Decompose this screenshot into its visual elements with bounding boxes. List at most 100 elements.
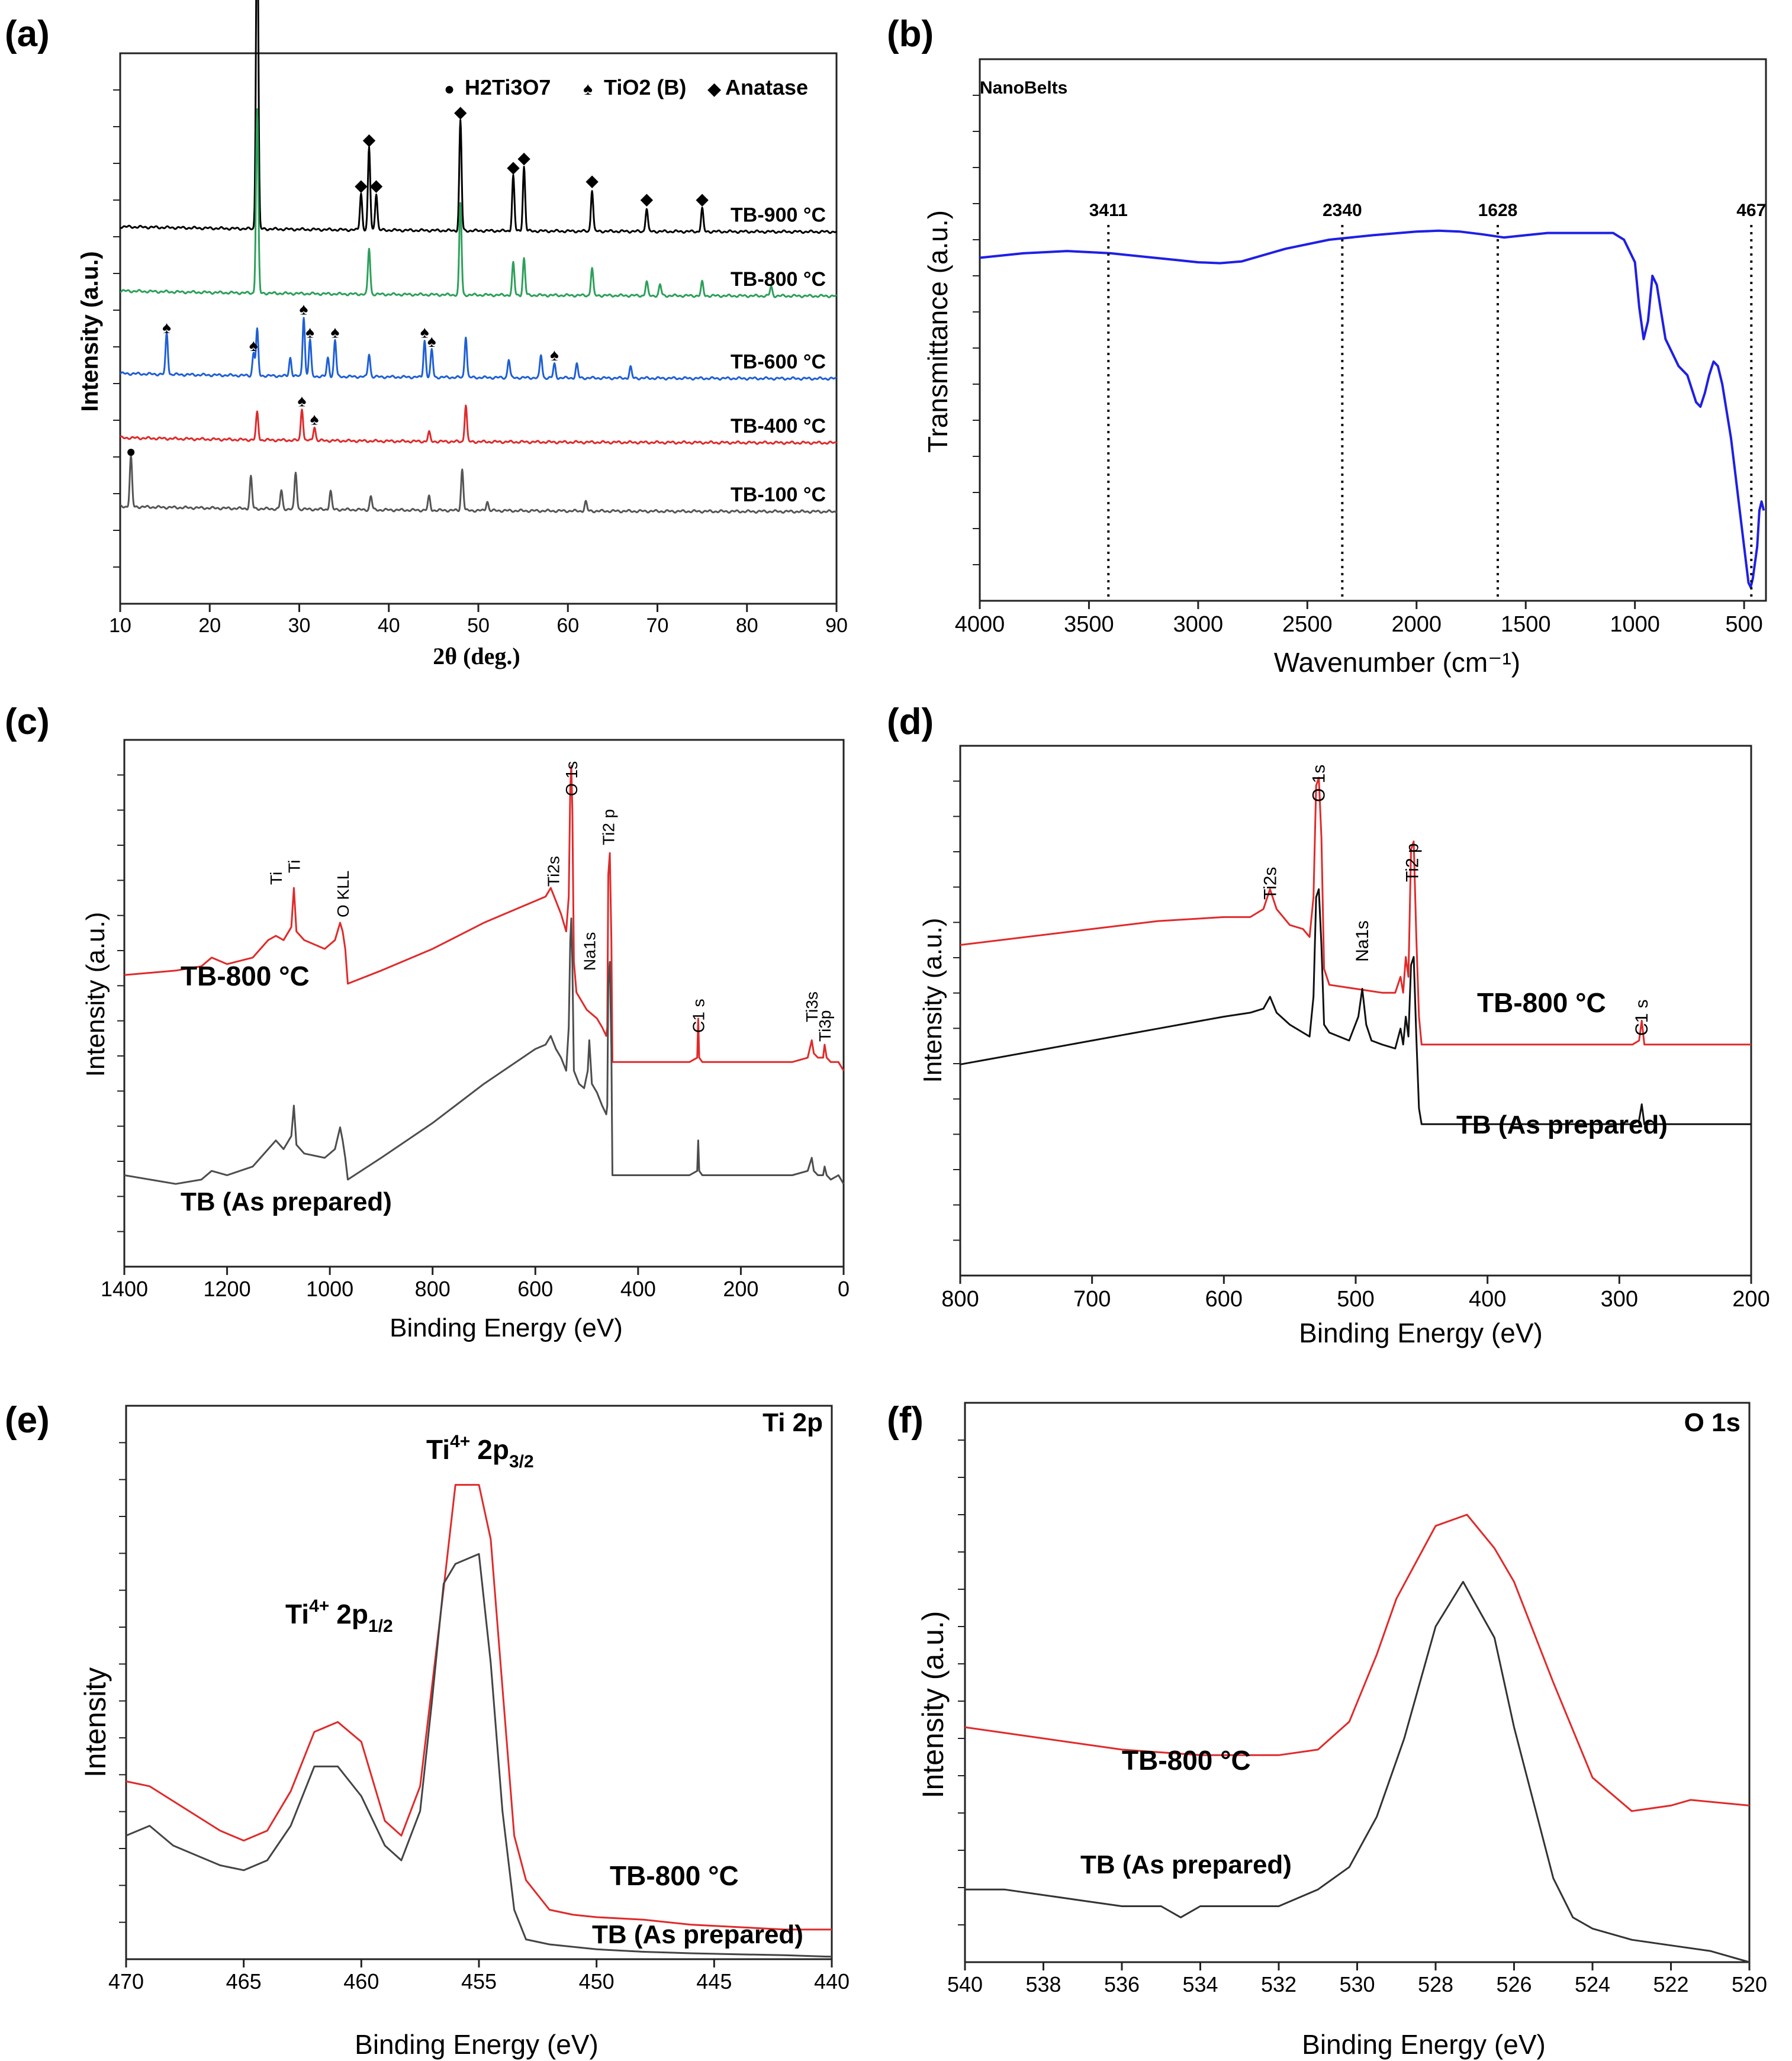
legend-h2ti3o7: H2Ti3O7 xyxy=(465,75,551,99)
x-tick-label: 534 xyxy=(1182,1972,1218,1996)
panel-d: (d) 800 700 600 500 400 300 200 Ti2s O 1s Ti2 p Na… xyxy=(887,701,1770,1348)
peak-label: O KLL xyxy=(334,871,352,917)
x-tick-label: 700 xyxy=(1073,1287,1111,1312)
panel-e-series-label-tb: TB (As prepared) xyxy=(592,1920,803,1949)
panel-a-legend: ● H2Ti3O7 ♠ TiO2 (B) ◆ Anatase xyxy=(444,75,808,99)
x-tick-label: 800 xyxy=(415,1277,451,1301)
x-tick-label: 2500 xyxy=(1282,612,1333,637)
panel-c-xlabel: Binding Energy (eV) xyxy=(390,1313,623,1342)
x-tick-label: 80 xyxy=(736,614,758,637)
x-tick-label: 1500 xyxy=(1501,612,1551,637)
plot-a: 10 20 30 40 50 60 70 80 90 TB-900 °C TB-800 °C TB-6… xyxy=(109,0,848,637)
peak-marker: ♠ xyxy=(300,300,308,318)
x-tick-label: 1200 xyxy=(204,1277,251,1301)
legend-tio2b-symbol: ♠ xyxy=(583,79,593,99)
peak-label: Ti2s xyxy=(1260,867,1280,900)
x-tick-label: 300 xyxy=(1601,1287,1638,1312)
xps-line-1 xyxy=(960,888,1751,1125)
peak-marker: ♠ xyxy=(331,323,340,341)
panel-f-label: (f) xyxy=(887,1400,924,1441)
legend-tio2b: TiO2 (B) xyxy=(604,75,686,99)
x-tick-label: 400 xyxy=(1469,1287,1506,1312)
peak-marker: ♠ xyxy=(298,392,307,410)
x-tick-label: 30 xyxy=(288,614,311,637)
annotation-label: 1628 xyxy=(1478,201,1518,220)
panel-b: (b) 4000 3500 3000 2500 2000 1500 1000 500 3411 2… xyxy=(887,14,1767,678)
x-tick-label: 60 xyxy=(556,614,579,637)
x-tick-label: 500 xyxy=(1725,612,1762,637)
peak-marker: ◆ xyxy=(454,102,467,121)
x-tick-label: 20 xyxy=(198,614,221,637)
x-tick-label: 450 xyxy=(579,1969,615,1994)
series-label: TB-100 °C xyxy=(731,484,826,506)
peak-label: Ti2 p xyxy=(1403,843,1423,882)
x-tick-label: 460 xyxy=(343,1969,379,1994)
peak-marker: ● xyxy=(126,442,136,460)
x-tick-label: 1400 xyxy=(101,1277,148,1301)
x-tick-label: 540 xyxy=(947,1972,983,1996)
legend-anatase: Anatase xyxy=(725,75,808,99)
peak-marker: ♠ xyxy=(249,336,258,355)
x-tick-label: 532 xyxy=(1261,1972,1296,1996)
peak-label: Na1s xyxy=(1353,920,1372,962)
panel-b-label: (b) xyxy=(887,14,934,54)
panel-a-label: (a) xyxy=(5,14,50,54)
x-tick-label: 70 xyxy=(646,614,669,637)
peak-label: O 1s xyxy=(562,761,581,796)
plot-b: 4000 3500 3000 2500 2000 1500 1000 500 3411 2340 1… xyxy=(955,58,1767,637)
x-tick-label: 1000 xyxy=(1610,612,1660,637)
peak-label: Ti xyxy=(267,872,285,885)
series-line-2 xyxy=(119,317,837,381)
xps-line-1 xyxy=(965,1580,1750,1963)
panel-d-series-label-tb: TB (As prepared) xyxy=(1456,1110,1668,1139)
panel-b-ylabel: Transmittance (a.u.) xyxy=(922,210,953,453)
x-tick-label: 538 xyxy=(1025,1972,1061,1996)
x-tick-label: 445 xyxy=(696,1969,732,1994)
xps-line-0 xyxy=(964,1513,1750,1812)
series-label: TB-900 °C xyxy=(731,204,826,226)
panel-e-series-label-tb800: TB-800 °C xyxy=(610,1860,739,1891)
series-label: TB-600 °C xyxy=(731,350,826,373)
x-tick-label: 800 xyxy=(941,1287,979,1312)
peak-marker: ♠ xyxy=(162,318,171,337)
panel-d-label: (d) xyxy=(887,701,934,742)
panel-a-ylabel: Intensity (a.u.) xyxy=(77,251,103,411)
panel-b-xlabel: Wavenumber (cm⁻¹) xyxy=(1274,647,1520,678)
panel-e-label: (e) xyxy=(5,1400,50,1441)
x-tick-label: 50 xyxy=(467,614,490,637)
x-tick-label: 1000 xyxy=(306,1277,353,1301)
panel-a: (a) 10 20 30 40 50 60 70 80 90 TB-900 °C TB-800 °C… xyxy=(5,0,848,669)
x-tick-label: 528 xyxy=(1418,1972,1453,1996)
peak-label: C1 s xyxy=(689,999,707,1033)
xps-line-0 xyxy=(960,777,1751,1046)
peak-label: O 1s xyxy=(1310,765,1329,802)
panel-c-ylabel: Intensity (a.u.) xyxy=(81,912,110,1077)
panel-e-ylabel: Intensity xyxy=(79,1667,112,1777)
x-tick-label: 536 xyxy=(1104,1972,1140,1996)
peak-marker: ◆ xyxy=(355,176,368,194)
x-tick-label: 0 xyxy=(838,1277,850,1301)
peak-marker: ◆ xyxy=(696,190,709,208)
x-tick-label: 520 xyxy=(1732,1972,1767,1996)
panel-f-xlabel: Binding Energy (eV) xyxy=(1302,2029,1546,2060)
peak-marker: ♠ xyxy=(310,410,319,429)
xps-line-1 xyxy=(126,1553,832,1958)
peak-label: Ti3p xyxy=(816,1010,834,1042)
panel-e-title: Ti 2p xyxy=(763,1408,823,1437)
peak-label: Ti xyxy=(285,860,303,873)
peak-label: Ti3s xyxy=(803,991,821,1022)
panel-f-title: O 1s xyxy=(1684,1408,1740,1437)
panel-d-ylabel: Intensity (a.u.) xyxy=(918,918,947,1083)
x-tick-label: 470 xyxy=(108,1969,144,1994)
panel-e-annot-2p12: Ti4+ 2p1/2 xyxy=(285,1596,393,1636)
peak-label: Na1s xyxy=(580,932,599,971)
peak-marker: ◆ xyxy=(585,172,599,190)
x-tick-label: 40 xyxy=(378,614,400,637)
peak-marker: ♠ xyxy=(420,323,429,341)
x-tick-label: 2000 xyxy=(1392,612,1442,637)
series-line-0 xyxy=(120,0,837,234)
peak-marker: ♠ xyxy=(550,346,559,364)
